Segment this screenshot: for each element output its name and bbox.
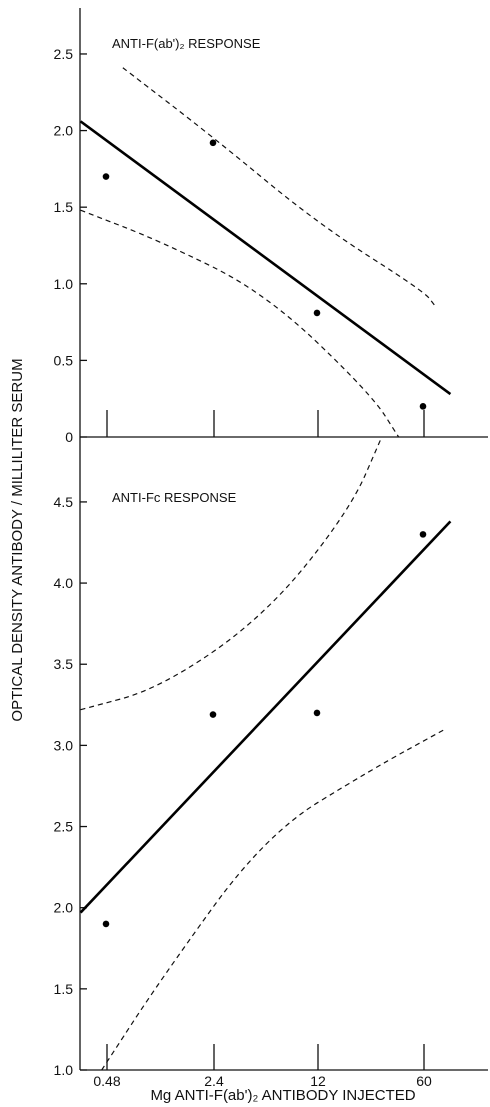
bottom-confidence-band	[80, 436, 446, 1071]
bottom-data-point	[209, 711, 217, 718]
top-y-tick-label: 1.5	[54, 199, 74, 215]
top-fit-line-group	[79, 120, 452, 396]
bottom-fit-line	[79, 520, 452, 914]
bottom-data-point	[313, 709, 321, 717]
x-tick-label: 12	[310, 1073, 326, 1089]
bottom-y-tick-label: 1.5	[54, 981, 74, 997]
x-tick-label: 2.4	[204, 1073, 224, 1089]
bottom-data-point	[102, 920, 110, 928]
top-data-points	[102, 139, 427, 410]
top-y-tick-label: 0.5	[54, 352, 74, 368]
top-confidence-upper	[122, 67, 436, 306]
bottom-panel-title: ANTI-Fc RESPONSE	[112, 490, 237, 505]
top-data-point	[209, 139, 217, 147]
top-panel: ANTI-F(ab')₂ RESPONSE 0 0.5 1.0 1.5 2.0 2.5	[54, 8, 488, 445]
bottom-x-ticks	[106, 1044, 425, 1070]
top-y-ticks: 0 0.5 1.0 1.5 2.0 2.5	[54, 46, 87, 445]
top-data-point	[419, 403, 427, 410]
bottom-panel: ANTI-Fc RESPONSE 1.0 1.5 2.0 2.5 3.0 3.5 4.0 4.…	[54, 436, 488, 1089]
top-fit-line	[79, 120, 452, 396]
top-y-tick-label: 1.0	[54, 276, 74, 292]
bottom-y-tick-label: 2.0	[54, 900, 74, 916]
bottom-y-tick-label: 3.5	[54, 656, 74, 672]
bottom-y-tick-label: 2.5	[54, 819, 74, 835]
bottom-y-tick-label: 4.0	[54, 575, 74, 591]
bottom-y-tick-label: 4.5	[54, 494, 74, 510]
top-data-point	[102, 173, 110, 180]
bottom-data-point	[419, 531, 427, 538]
top-y-tick-label: 0	[65, 429, 73, 445]
x-tick-label: 0.48	[93, 1073, 120, 1089]
y-axis-title: OPTICAL DENSITY ANTIBODY / MILLILITER SE…	[9, 358, 26, 721]
top-confidence-lower	[80, 209, 400, 438]
x-tick-label: 60	[416, 1073, 432, 1089]
x-axis-title: Mg ANTI-F(ab')₂ ANTIBODY INJECTED	[150, 1087, 415, 1104]
x-tick-labels: 0.48 2.4 12 60	[93, 1073, 432, 1089]
bottom-data-points	[102, 531, 427, 928]
top-y-tick-label: 2.5	[54, 46, 74, 62]
top-y-tick-label: 2.0	[54, 123, 74, 139]
top-panel-title: ANTI-F(ab')₂ RESPONSE	[112, 36, 261, 51]
top-data-point	[313, 309, 321, 317]
bottom-confidence-upper	[80, 436, 383, 711]
top-confidence-band	[80, 67, 436, 438]
bottom-fit-line-group	[79, 520, 452, 914]
bottom-y-tick-label: 3.0	[54, 737, 74, 753]
bottom-y-ticks: 1.0 1.5 2.0 2.5 3.0 3.5 4.0 4.5	[54, 494, 87, 1078]
bottom-y-tick-label: 1.0	[54, 1062, 74, 1078]
bottom-confidence-lower	[101, 728, 446, 1071]
top-x-ticks	[106, 410, 425, 437]
